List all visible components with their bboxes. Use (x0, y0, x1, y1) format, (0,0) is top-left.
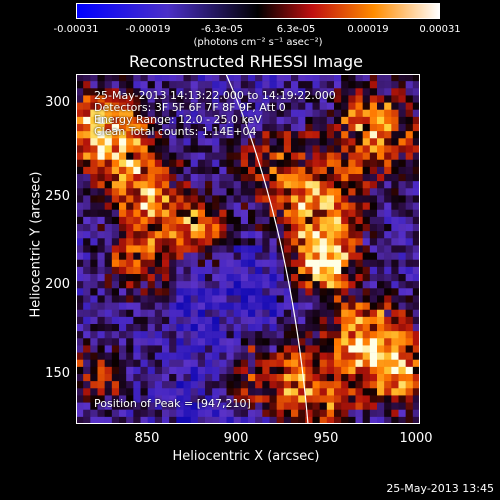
rhessi-image (76, 74, 420, 424)
colorbar-tick: 0.00031 (419, 24, 461, 35)
colorbar-tick: -6.3e-05 (201, 24, 243, 35)
colorbar (76, 3, 440, 19)
x-tick-label: 950 (313, 431, 339, 446)
peak-position: Position of Peak = [947,210] (94, 397, 251, 410)
y-tick-label: 300 (45, 95, 70, 110)
energy-range: Energy Range: 12.0 - 25.0 keV (94, 113, 262, 126)
colorbar-units: (photons cm⁻² s⁻¹ asec⁻²) (193, 37, 323, 48)
x-axis-label: Heliocentric X (arcsec) (172, 449, 320, 464)
clean-counts: Clean Total counts: 1.14E+04 (94, 125, 257, 138)
colorbar-tick: -0.00031 (53, 24, 99, 35)
colorbar-tick: -0.00019 (125, 24, 171, 35)
colorbar-tick: 0.00019 (347, 24, 389, 35)
x-tick-label: 850 (134, 431, 160, 446)
y-tick-label: 250 (45, 189, 70, 204)
y-axis-label: Heliocentric Y (arcsec) (28, 171, 44, 318)
colorbar-tick: 6.3e-05 (276, 24, 316, 35)
image-title: Reconstructed RHESSI Image (129, 52, 363, 71)
detectors-label: Detectors: 3F 5F 6F 7F 8F 9F, Att 0 (94, 101, 286, 114)
solar-limb-line (225, 74, 309, 424)
footer-timestamp: 25-May-2013 13:45 (386, 482, 494, 495)
x-tick-label: 1000 (399, 431, 433, 446)
time-range: 25-May-2013 14:13:22.000 to 14:19:22.000 (94, 89, 336, 102)
x-tick-label: 900 (223, 431, 249, 446)
y-tick-label: 150 (45, 366, 70, 381)
y-tick-label: 200 (45, 277, 70, 292)
